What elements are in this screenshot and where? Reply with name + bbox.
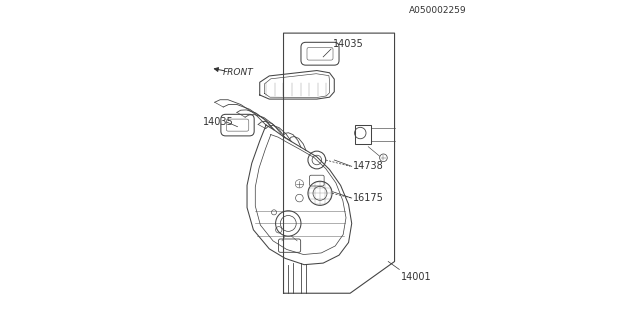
Text: 14035: 14035 [333, 39, 364, 49]
Bar [355, 125, 371, 144]
Text: 14738: 14738 [353, 161, 384, 171]
Text: A050002259: A050002259 [408, 6, 466, 15]
Text: FRONT: FRONT [223, 68, 254, 77]
Text: 14001: 14001 [401, 272, 431, 282]
Text: 14035: 14035 [203, 117, 234, 127]
Text: 16175: 16175 [353, 193, 384, 203]
